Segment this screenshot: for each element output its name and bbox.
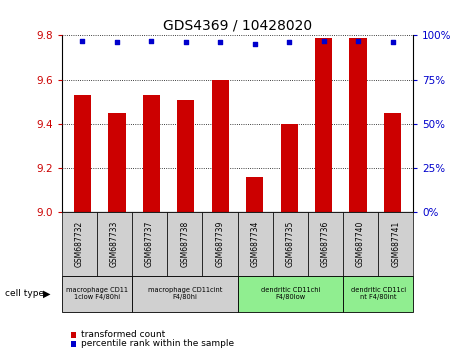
Text: transformed count: transformed count xyxy=(81,330,165,339)
Point xyxy=(389,40,396,45)
Point xyxy=(251,41,258,47)
Point xyxy=(182,40,190,45)
Bar xyxy=(74,95,91,212)
Text: GSM687735: GSM687735 xyxy=(286,221,294,268)
Bar xyxy=(212,80,229,212)
Point xyxy=(217,40,224,45)
Text: GSM687741: GSM687741 xyxy=(391,221,400,267)
Point xyxy=(148,38,155,44)
Title: GDS4369 / 10428020: GDS4369 / 10428020 xyxy=(163,19,312,33)
Text: GSM687738: GSM687738 xyxy=(180,221,189,267)
Bar xyxy=(177,99,194,212)
Point xyxy=(113,40,121,45)
Text: GSM687736: GSM687736 xyxy=(321,221,330,268)
Point xyxy=(79,38,86,44)
Text: dendritic CD11chi
F4/80low: dendritic CD11chi F4/80low xyxy=(260,287,320,300)
Bar xyxy=(281,124,298,212)
Bar xyxy=(108,113,125,212)
Text: GSM687739: GSM687739 xyxy=(216,221,224,268)
Bar xyxy=(246,177,263,212)
Text: GSM687732: GSM687732 xyxy=(75,221,84,267)
Point xyxy=(320,38,327,44)
Text: GSM687740: GSM687740 xyxy=(356,221,365,268)
Point xyxy=(354,38,362,44)
Text: GSM687734: GSM687734 xyxy=(251,221,259,268)
Text: ▶: ▶ xyxy=(43,289,50,299)
Text: dendritic CD11ci
nt F4/80int: dendritic CD11ci nt F4/80int xyxy=(351,287,406,300)
Text: macrophage CD11
1clow F4/80hi: macrophage CD11 1clow F4/80hi xyxy=(66,287,128,300)
Text: macrophage CD11cint
F4/80hi: macrophage CD11cint F4/80hi xyxy=(148,287,222,300)
Bar xyxy=(315,38,332,212)
Point xyxy=(285,40,293,45)
Bar xyxy=(384,113,401,212)
Text: cell type: cell type xyxy=(5,289,44,298)
Text: percentile rank within the sample: percentile rank within the sample xyxy=(81,339,234,348)
Text: GSM687733: GSM687733 xyxy=(110,221,119,268)
Bar xyxy=(142,95,160,212)
Bar xyxy=(350,38,367,212)
Text: GSM687737: GSM687737 xyxy=(145,221,154,268)
